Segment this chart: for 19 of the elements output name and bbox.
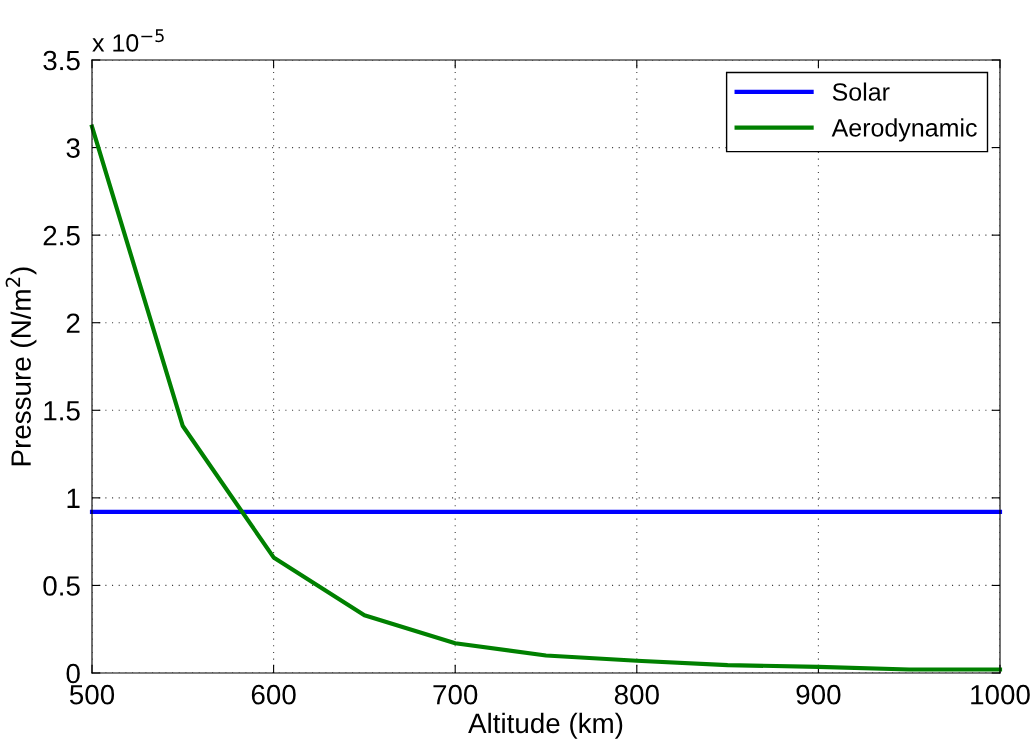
y-tick-label: 1.5 bbox=[44, 401, 80, 421]
y-tick-label: 2 bbox=[66, 313, 80, 333]
text: x 10$^{−5}$ bbox=[92, 29, 164, 52]
x-tick-label: 1000 bbox=[971, 684, 1030, 705]
legend-label: Solar bbox=[832, 82, 890, 101]
y-tick-label: 3 bbox=[66, 138, 80, 158]
x-tick-label: 700 bbox=[433, 684, 478, 705]
y-tick-label: 3.5 bbox=[43, 50, 80, 71]
x-axis-title: Altitude (km) bbox=[468, 712, 623, 739]
legend-label: Aerodynamic bbox=[831, 118, 977, 142]
y-tick-label: 0.5 bbox=[43, 576, 80, 596]
y-tick-label: 0 bbox=[66, 663, 80, 684]
x-tick-label: 900 bbox=[796, 684, 841, 705]
x-tick-label: 600 bbox=[251, 684, 296, 705]
y-tick-label: 2.5 bbox=[43, 225, 80, 246]
x-tick-label: 800 bbox=[614, 684, 659, 705]
x-tick-label: 500 bbox=[69, 684, 115, 705]
y-axis-title: Pressure (N/m$^{2}$) bbox=[5, 267, 37, 466]
y-tick-label: 1 bbox=[67, 488, 80, 508]
